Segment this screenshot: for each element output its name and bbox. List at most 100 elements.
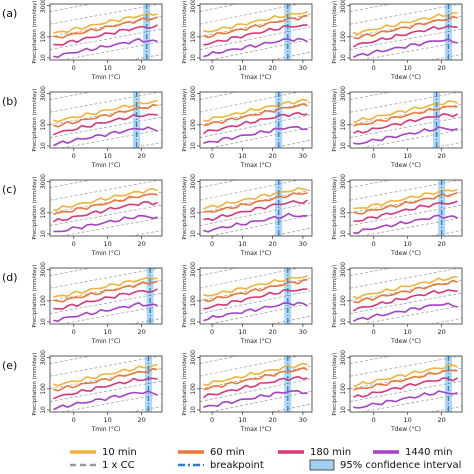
legend-label: 10 min bbox=[102, 447, 137, 458]
cc-reference-line bbox=[199, 91, 299, 113]
y-tick-label: 100 bbox=[340, 383, 347, 395]
cc-reference-line bbox=[49, 292, 163, 314]
series-line-10-min bbox=[353, 100, 458, 124]
y-tick-label: 100 bbox=[340, 207, 347, 219]
series-line-180-min bbox=[353, 112, 458, 134]
panel-frame bbox=[199, 355, 313, 413]
row-label: (c) bbox=[2, 183, 17, 196]
x-tick-label: 10 bbox=[238, 64, 246, 72]
y-axis-label: Precipitation (mm/day) bbox=[332, 352, 338, 415]
cc-reference-line bbox=[349, 267, 461, 289]
series-line-10-min bbox=[53, 187, 158, 211]
series-line-60-min bbox=[353, 279, 458, 304]
x-tick-label: 0 bbox=[210, 328, 214, 336]
cc-reference-line bbox=[349, 28, 463, 50]
x-axis-label: Tmin (°C) bbox=[91, 338, 121, 345]
cc-reference-line bbox=[61, 129, 163, 149]
y-tick-label: 100 bbox=[190, 119, 197, 131]
cc-reference-line bbox=[49, 91, 161, 113]
cc-reference-line bbox=[61, 41, 163, 61]
cc-reference-line bbox=[199, 179, 299, 201]
y-tick-label: 10 bbox=[340, 318, 347, 326]
cc-reference-line bbox=[49, 355, 161, 377]
series-line-60-min bbox=[53, 16, 158, 39]
cc-reference-line bbox=[49, 91, 92, 100]
x-tick-label: 0 bbox=[72, 328, 76, 336]
x-axis-label: Tmax (°C) bbox=[240, 250, 272, 257]
series-line-1440-min bbox=[53, 214, 158, 233]
y-tick-label: 3000 bbox=[340, 0, 347, 13]
cc-reference-line bbox=[361, 305, 463, 325]
x-axis-label: Tmax (°C) bbox=[240, 74, 272, 81]
series-line-60-min bbox=[203, 14, 308, 39]
y-tick-label: 3000 bbox=[190, 86, 197, 101]
row-label: (d) bbox=[2, 271, 18, 284]
legend-label: 180 min bbox=[310, 447, 351, 458]
row-label: (a) bbox=[2, 7, 17, 20]
x-tick-label: 20 bbox=[437, 240, 445, 248]
y-axis-label: Precipitation (mm/day) bbox=[332, 0, 338, 63]
y-tick-label: 10 bbox=[190, 318, 197, 326]
x-axis-label: Tmin (°C) bbox=[91, 162, 121, 169]
cc-reference-line bbox=[49, 204, 163, 226]
cc-reference-line bbox=[199, 378, 313, 402]
cc-reference-line bbox=[49, 116, 163, 138]
y-tick-label: 100 bbox=[190, 31, 197, 43]
cc-reference-line bbox=[199, 179, 237, 188]
cc-reference-line bbox=[349, 179, 392, 188]
x-tick-label: 10 bbox=[404, 240, 412, 248]
series-line-10-min bbox=[53, 363, 158, 387]
cc-reference-line bbox=[349, 116, 463, 138]
cc-reference-line bbox=[210, 126, 313, 149]
y-tick-label: 3000 bbox=[190, 350, 197, 365]
series-line-180-min bbox=[202, 111, 308, 135]
x-tick-label: 20 bbox=[137, 328, 145, 336]
x-tick-label: 20 bbox=[269, 152, 277, 160]
cc-reference-line bbox=[199, 267, 237, 276]
series-line-1440-min bbox=[53, 37, 158, 59]
x-tick-label: 20 bbox=[137, 64, 145, 72]
x-axis-label: Tmin (°C) bbox=[91, 250, 121, 257]
x-tick-label: 20 bbox=[437, 328, 445, 336]
panel-frame bbox=[199, 179, 313, 237]
cc-reference-line bbox=[431, 230, 463, 237]
cc-reference-line bbox=[349, 355, 392, 364]
panel-frame bbox=[49, 91, 163, 149]
series-line-1440-min bbox=[353, 390, 458, 409]
y-axis-label: Precipitation (mm/day) bbox=[182, 176, 188, 239]
cc-reference-line bbox=[199, 202, 313, 226]
x-tick-label: 10 bbox=[104, 416, 112, 424]
y-axis-label: Precipitation (mm/day) bbox=[32, 352, 38, 415]
y-tick-label: 100 bbox=[40, 295, 47, 307]
panel-frame bbox=[349, 91, 463, 149]
y-tick-label: 100 bbox=[40, 119, 47, 131]
cc-reference-line bbox=[49, 179, 161, 201]
y-tick-label: 10 bbox=[40, 54, 47, 62]
y-axis-label: Precipitation (mm/day) bbox=[32, 264, 38, 327]
series-line-1440-min bbox=[203, 301, 308, 322]
cc-reference-line bbox=[349, 292, 463, 314]
series-line-180-min bbox=[53, 24, 158, 46]
cc-reference-line bbox=[210, 390, 313, 413]
series-line-10-min bbox=[53, 99, 158, 123]
y-tick-label: 100 bbox=[190, 383, 197, 395]
x-tick-label: 20 bbox=[269, 328, 277, 336]
series-line-60-min bbox=[353, 369, 458, 391]
panel-frame bbox=[199, 91, 313, 149]
series-line-1440-min bbox=[53, 301, 158, 323]
x-tick-label: 0 bbox=[72, 416, 76, 424]
y-tick-label: 100 bbox=[40, 207, 47, 219]
cc-reference-line bbox=[361, 217, 463, 237]
cc-reference-line bbox=[49, 179, 92, 188]
series-line-60-min bbox=[353, 191, 458, 215]
y-tick-label: 3000 bbox=[40, 174, 47, 189]
x-tick-label: 10 bbox=[104, 152, 112, 160]
cc-reference-line bbox=[349, 355, 461, 377]
y-axis-label: Precipitation (mm/day) bbox=[332, 264, 338, 327]
cc-reference-line bbox=[199, 355, 299, 377]
